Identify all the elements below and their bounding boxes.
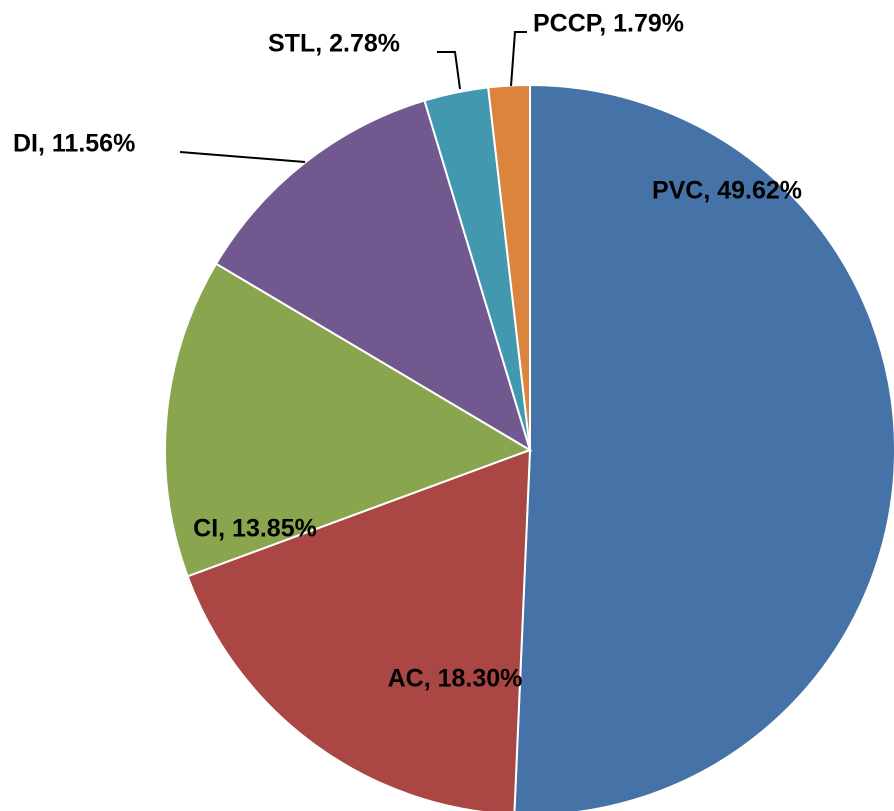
data-label: PVC, 49.62% <box>652 177 802 205</box>
data-label: DI, 11.56% <box>13 130 135 158</box>
pie-slice <box>513 83 894 811</box>
leader-line <box>437 51 461 90</box>
pie-slice <box>214 99 532 453</box>
leader-line <box>179 151 306 163</box>
pie-slice <box>164 262 533 578</box>
data-label: STL, 2.78% <box>268 30 400 58</box>
leader-line <box>510 31 527 87</box>
data-label: PCCP, 1.79% <box>533 10 684 38</box>
pie-slice <box>186 448 532 811</box>
pie-slice <box>487 83 531 451</box>
data-label: AC, 18.30% <box>388 665 523 693</box>
data-label: CI, 13.85% <box>193 515 317 543</box>
